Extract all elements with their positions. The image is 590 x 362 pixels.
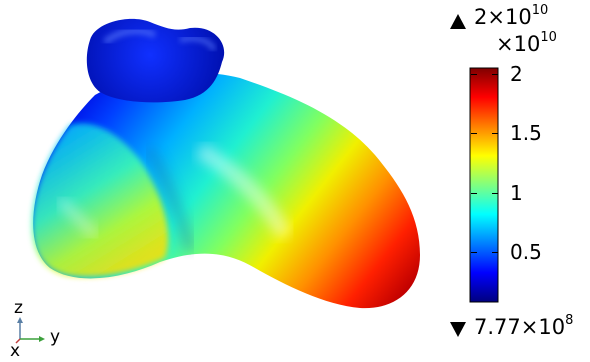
colorbar-scale-label: ×1010 xyxy=(496,30,557,56)
colorbar-tick-mark xyxy=(492,192,498,194)
colorbar-tick-label: 1 xyxy=(510,180,523,205)
axis-x-label: x xyxy=(10,341,21,361)
axis-x-line xyxy=(15,338,21,344)
colorbar-tick-mark xyxy=(471,133,477,135)
surface-cap-shine xyxy=(103,27,157,45)
colorbar-tick-mark xyxy=(492,73,498,75)
surface-left-lobe xyxy=(32,123,169,277)
surface-cap-shine-2 xyxy=(179,35,217,52)
colorbar-min-label: 7.77×108 xyxy=(474,313,574,339)
colorbar-tick-mark xyxy=(471,251,477,253)
max-triangle-icon xyxy=(450,14,466,29)
surface-highlight xyxy=(195,143,292,240)
axis-z-label: z xyxy=(14,298,23,318)
colorbar-tick-mark xyxy=(471,73,477,75)
colorbar-tick-label: 0.5 xyxy=(510,239,542,264)
colorbar-tick-mark xyxy=(471,192,477,194)
colorbar-tick-mark xyxy=(492,133,498,135)
colorbar xyxy=(469,67,499,303)
axis-y-arrow-icon xyxy=(39,336,45,342)
min-triangle-icon xyxy=(450,322,466,337)
colorbar-max-label: 2×1010 xyxy=(474,3,549,29)
axis-z-arrow-icon xyxy=(17,317,23,323)
colorbar-tick-mark xyxy=(492,251,498,253)
axis-y-label: y xyxy=(50,327,61,347)
colorbar-tick-label: 1.5 xyxy=(510,121,542,146)
surface-highlight-2 xyxy=(56,196,99,239)
colorbar-tick-label: 2 xyxy=(510,61,523,86)
surface-cap xyxy=(86,18,225,103)
surface-crease xyxy=(145,147,195,252)
